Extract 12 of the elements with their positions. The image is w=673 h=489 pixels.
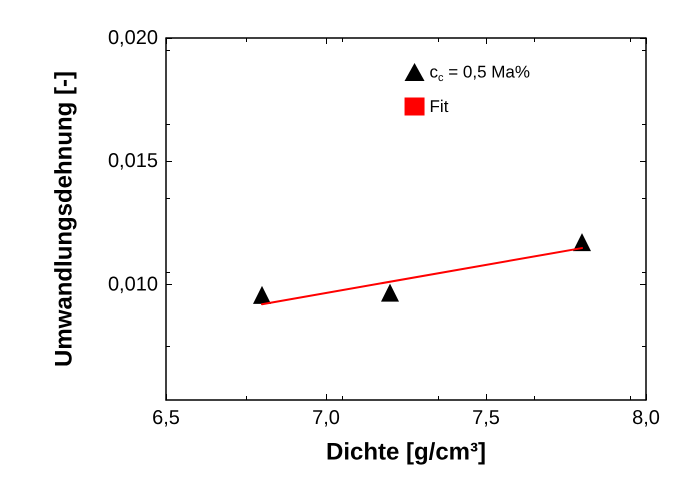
point <box>253 286 271 304</box>
x-tick-label: 8,0 <box>632 407 660 429</box>
y-tick-label: 0,010 <box>108 273 158 296</box>
legend-label: Fit <box>430 97 449 116</box>
x-tick-label: 7,5 <box>472 407 500 429</box>
y-axis-title: Umwandlungsdehnung [-] <box>50 71 78 367</box>
x-tick-label: 7,0 <box>312 407 340 429</box>
y-tick-label: 0,020 <box>108 27 158 49</box>
y-tick-label: 0,015 <box>108 150 158 172</box>
point <box>381 284 399 302</box>
x-axis-title: Dichte [g/cm³] <box>326 438 486 466</box>
x-tick-label: 6,5 <box>152 407 180 429</box>
